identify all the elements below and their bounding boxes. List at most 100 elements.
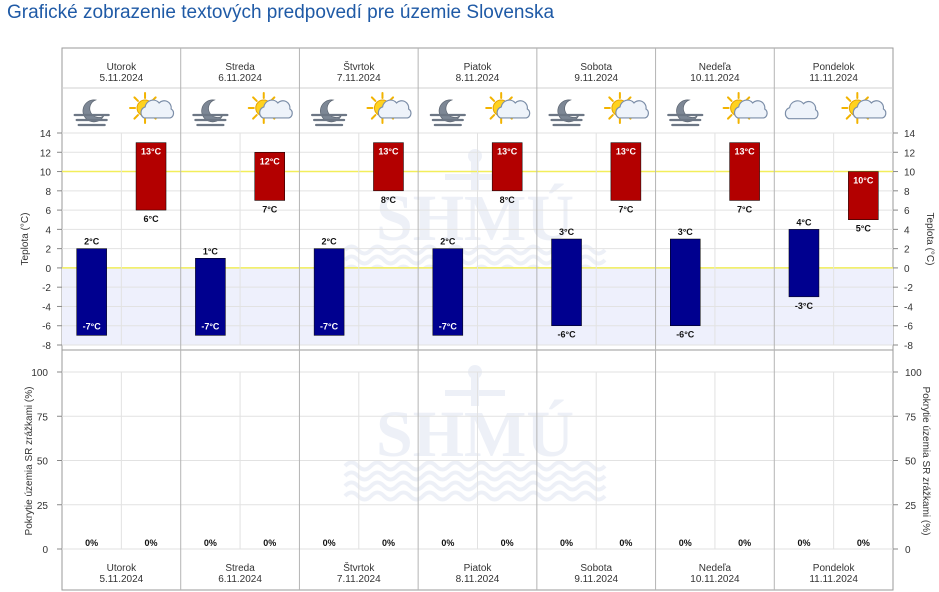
max-temp-label: 13°C: [735, 147, 756, 157]
sun-ray: [370, 96, 377, 102]
precip-tick-left: 50: [37, 457, 49, 468]
footer-day-date: 10.11.2024: [690, 574, 740, 585]
precip-axis-label-left: Pokrytie územia SR zrážkami (%): [24, 387, 35, 536]
moon-shape: [320, 99, 343, 123]
precip-tick-left: 100: [31, 368, 48, 379]
temp-tick-left: 14: [40, 129, 52, 140]
sun-ray: [489, 96, 496, 102]
footer-day-name: Streda: [225, 563, 255, 574]
cloud-shape: [377, 99, 412, 119]
temperature-chart: -8 -8 -6 -6 -4 -4 -2 -2 0 0 2 2 4 4 6 6 8 8 10 10 12 12 14 14 Te…: [20, 129, 935, 352]
max-temp-label: 3°C: [678, 227, 694, 237]
sun-cloud-icon: [129, 92, 175, 124]
night-moon-fog-icon: [429, 99, 466, 127]
temp-tick-left: 12: [40, 148, 52, 159]
sun-ray: [370, 114, 377, 120]
day-name: Nedeľa: [699, 62, 732, 73]
cloud-shape: [784, 100, 819, 120]
sun-ray: [727, 96, 733, 102]
sun-ray: [252, 114, 258, 120]
min-temp-label: 6°C: [143, 214, 159, 224]
precip-value-label: 0%: [738, 538, 751, 548]
temp-tick-left: -6: [42, 322, 51, 333]
sun-ray: [845, 96, 852, 102]
precipitation-chart: 0 0 25 25 50 50 75 75 100 100 Pokrytie územia SR z…: [24, 368, 931, 556]
day-name: Pondelok: [813, 62, 856, 73]
night-moon-fog-icon: [192, 99, 229, 127]
moon-shape: [557, 99, 580, 123]
min-temp-label: -7°C: [83, 321, 102, 331]
bottom-panel-frame: [61, 349, 894, 591]
day-temp-bar: [373, 142, 404, 192]
max-temp-label: 1°C: [203, 246, 219, 256]
temp-axis-label-left: Teplota (°C): [20, 213, 31, 266]
temp-tick-left: 2: [45, 245, 51, 256]
min-temp-label: -7°C: [439, 321, 458, 331]
precip-value-label: 0%: [857, 538, 870, 548]
footer-day-name: Utorok: [107, 563, 137, 574]
precip-tick-right: 50: [905, 457, 917, 468]
max-temp-label: 13°C: [497, 147, 518, 157]
grid-lines: [62, 48, 893, 590]
min-temp-label: -7°C: [201, 321, 220, 331]
max-temp-label: 2°C: [84, 237, 100, 247]
min-temp-label: -3°C: [795, 301, 814, 311]
night-moon-fog-icon: [548, 99, 585, 127]
logo-cup: [468, 149, 482, 163]
precip-value-label: 0%: [145, 538, 158, 548]
night-temp-bar: [670, 238, 701, 326]
day-temp-bar: [848, 171, 879, 220]
min-temp-label: -6°C: [557, 330, 576, 340]
precip-tick-right: 100: [905, 368, 922, 379]
precip-tick-left: 75: [37, 412, 49, 423]
weather-icons: [73, 92, 887, 127]
night-moon-fog-icon: [73, 99, 110, 127]
sun-cloud-icon: [485, 92, 531, 124]
day-name: Streda: [225, 62, 255, 73]
temp-tick-left: 6: [45, 206, 51, 217]
precip-axis-label-right: Pokrytie územia SR zrážkami (%): [920, 387, 931, 536]
day-date: 10.11.2024: [690, 73, 740, 84]
footer-day-date: 11.11.2024: [809, 574, 858, 585]
footer-day-date: 5.11.2024: [99, 574, 143, 585]
footer-day-date: 6.11.2024: [218, 574, 262, 585]
max-temp-label: 12°C: [260, 156, 281, 166]
day-name: Štvrtok: [343, 60, 375, 73]
footer-day-name: Nedeľa: [699, 563, 732, 574]
temp-tick-right: 12: [904, 148, 916, 159]
sun-ray: [608, 114, 614, 120]
min-temp-label: 8°C: [500, 195, 516, 205]
max-temp-label: 3°C: [559, 227, 575, 237]
night-temp-bar: [551, 238, 582, 326]
watermark-text: SHMÚ: [376, 398, 574, 471]
cloud-icon: [784, 100, 819, 120]
temp-axis-label-right: Teplota (°C): [924, 213, 935, 266]
temp-tick-left: -8: [42, 341, 51, 352]
temp-tick-left: 10: [40, 168, 52, 179]
cloud-shape: [496, 99, 531, 119]
sun-ray: [252, 96, 258, 102]
sun-cloud-icon: [366, 92, 412, 124]
watermark-text: SHMÚ: [376, 182, 574, 255]
night-moon-fog-icon: [667, 99, 704, 127]
precip-value-label: 0%: [619, 538, 632, 548]
night-temp-bar: [432, 248, 464, 336]
footer-day-name: Sobota: [580, 563, 612, 574]
moon-shape: [201, 99, 224, 123]
sun-cloud-icon: [247, 92, 293, 124]
cloud-shape: [140, 99, 175, 119]
logo-bar: [445, 390, 505, 396]
precip-value-label: 0%: [85, 538, 98, 548]
min-temp-label: 7°C: [262, 204, 278, 214]
temp-tick-right: -6: [904, 322, 913, 333]
temp-tick-left: 0: [45, 264, 51, 275]
max-temp-label: 2°C: [322, 237, 338, 247]
day-temp-bar: [254, 152, 285, 201]
min-temp-label: 5°C: [856, 224, 872, 234]
temp-tick-right: 8: [904, 187, 910, 198]
precip-value-label: 0%: [204, 538, 217, 548]
logo-mast: [471, 150, 479, 190]
cloud-shape: [615, 99, 649, 119]
max-temp-label: 13°C: [141, 147, 162, 157]
